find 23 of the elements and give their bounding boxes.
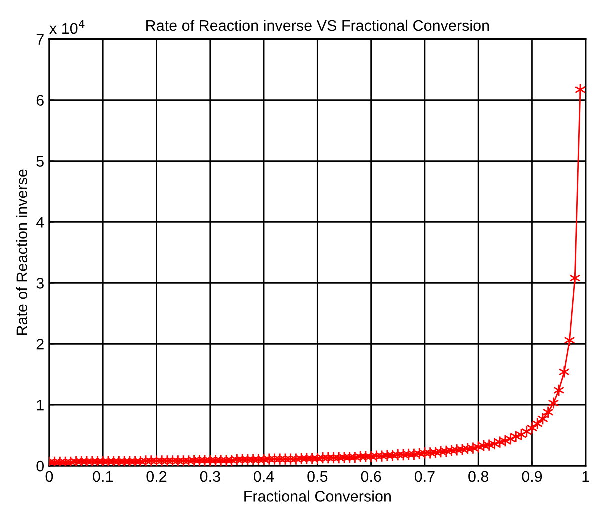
y-tick-label: 1 [37, 400, 44, 411]
y-tick-label: 2 [36, 338, 44, 350]
y-tick-label: 3 [36, 278, 44, 289]
x-tick-label: 0 [46, 471, 54, 482]
y-tick-label: 6 [36, 95, 44, 106]
x-tick-label: 0.3 [200, 471, 220, 482]
text: x 10$^{4}$ [50, 20, 85, 34]
x-tick-label: 0.6 [361, 471, 382, 482]
y-tick-label: 5 [36, 156, 44, 167]
x-tick-label: 0.7 [414, 471, 435, 482]
x-tick-label: 0.8 [468, 471, 489, 482]
x-axis-title: Fractional Conversion [244, 490, 391, 502]
x-tick-label: 0.9 [522, 471, 542, 482]
x-tick-label: 0.5 [308, 471, 328, 482]
y-tick-label: 4 [36, 217, 44, 228]
y-tick-label: 7 [36, 34, 44, 45]
x-tick-label: 1 [582, 471, 590, 482]
y-axis-title: Rate of Reaction inverse [16, 170, 28, 336]
x-tick-label: 0.1 [93, 471, 113, 482]
chart-title: Rate of Reaction inverse VS Fractional Conversion [146, 20, 490, 32]
y-tick-label: 0 [36, 460, 44, 472]
x-tick-label: 0.2 [146, 471, 167, 482]
x-tick-label: 0.4 [254, 471, 274, 482]
